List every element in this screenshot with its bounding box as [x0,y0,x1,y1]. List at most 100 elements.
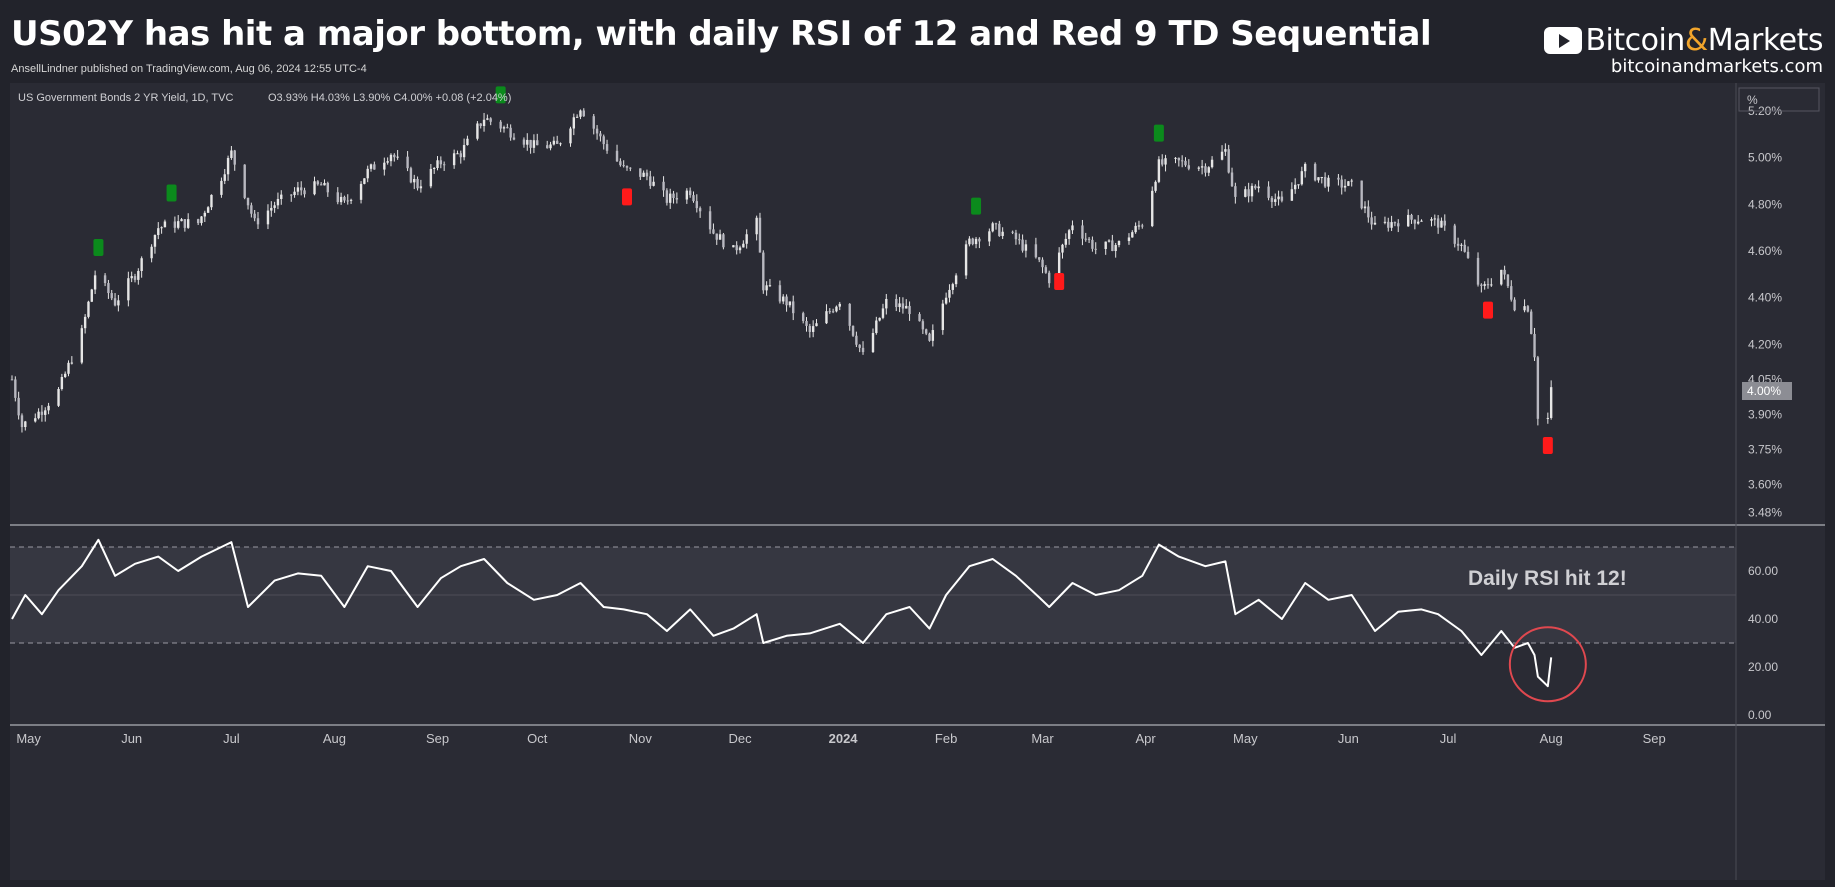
candle-body [838,303,841,307]
candle-body [582,110,585,117]
candle-body [908,305,911,315]
candle-body [971,238,974,245]
candle-body [602,136,605,145]
candle-body [905,305,908,309]
candle-body [1131,232,1134,238]
candle-body [885,298,888,309]
candle-body [206,207,210,213]
candle-body [389,154,393,162]
candle-body [712,229,715,234]
candle-body [512,137,516,140]
candle-body [466,138,469,146]
x-axis-label: Apr [1135,731,1156,746]
candle-body [755,217,758,235]
chart-svg[interactable]: Daily RSI hit 12!5.20%5.00%4.80%4.60%4.4… [10,83,1825,880]
candle-body [801,313,805,321]
ohlc-legend: O3.93% H4.03% L3.90% C4.00% +0.08 (+2.04… [268,92,511,104]
candle-body [1367,206,1370,218]
candle-body [266,210,270,225]
candle-body [1174,157,1177,159]
candle-body [1433,218,1437,220]
candle-body [529,139,532,148]
candle-body [825,311,828,324]
candle-body [1430,219,1433,221]
brand-logo[interactable]: Bitcoin&Markets [1544,20,1824,60]
candle-body [1327,177,1330,187]
candle-body [785,296,788,306]
candle-body [363,178,366,184]
candle-body [313,181,316,195]
brand-url[interactable]: bitcoinandmarkets.com [1610,56,1823,77]
x-axis-label: Sep [426,731,449,746]
candle-body [994,223,998,225]
price-axis-label: 3.90% [1748,407,1782,421]
candle-body [1443,220,1446,226]
candle-body [941,303,945,331]
last-price-tag-bg [1742,382,1792,400]
candle-body [572,117,576,129]
play-icon [1544,26,1583,54]
chart-area[interactable]: Daily RSI hit 12! 5.20% 5.00% 4.80% 4.60% 4.4… [10,83,1825,880]
candle-body [1293,184,1297,190]
candle-body [1204,166,1207,173]
rsi-annotation-text: Daily RSI hit 12! [1468,567,1627,590]
candle-body [110,293,113,299]
candle-body [546,145,549,149]
rsi-line [11,538,1553,688]
price-axis-label: 4.80% [1748,197,1782,211]
candle-body [230,150,233,158]
price-axis-label: 3.75% [1748,442,1782,456]
candle-body [991,223,994,232]
candle-body [14,379,17,398]
candle-body [1280,196,1284,201]
candle-body [858,344,861,348]
candle-body [113,298,117,306]
candle-body [180,219,183,222]
candle-body [83,316,87,329]
td-red-9-marker [622,188,632,206]
candle-body [349,199,353,201]
candle-body [1267,186,1270,198]
price-axis-label: 4.20% [1748,337,1782,351]
candle-body [34,418,37,422]
candle-body [339,196,343,203]
candle-body [1490,284,1493,286]
candle-body [1410,214,1413,220]
candle-body [526,139,529,145]
price-axis-label: 4.60% [1748,244,1782,258]
candle-body [918,314,921,322]
last-price-tag: 4.00% [1747,384,1781,398]
x-axis-label: Jun [1338,731,1359,746]
candle-body [40,411,44,415]
candle-body [486,118,489,120]
candle-body [1047,272,1051,284]
candle-body [599,133,602,137]
candle-body [1486,284,1490,286]
candle-body [1184,160,1187,166]
x-axis-label: Jul [223,731,240,746]
rsi-annotation-circle [1508,626,1587,703]
candle-body [1137,225,1141,227]
candle-body [366,168,369,179]
candle-body [732,245,735,248]
candle-body [1463,244,1466,252]
candle-body [346,200,349,202]
candle-body [413,178,416,183]
candle-body [1067,230,1071,239]
x-axis-label: May [16,731,41,746]
candle-body [871,332,875,353]
candle-body [1244,189,1247,197]
unit-box [1738,87,1820,112]
candle-body [901,303,905,309]
candle-body [303,190,306,195]
rsi-axis-label: 40.00 [1748,612,1778,626]
candle-body [1081,225,1084,239]
candle-body [742,243,745,248]
candle-body [928,333,931,341]
candle-body [1456,243,1460,246]
candle-body [831,311,835,313]
candle-body [1164,158,1167,165]
candle-body [1227,149,1230,173]
candle-body [828,311,831,313]
candle-body [1337,177,1340,180]
